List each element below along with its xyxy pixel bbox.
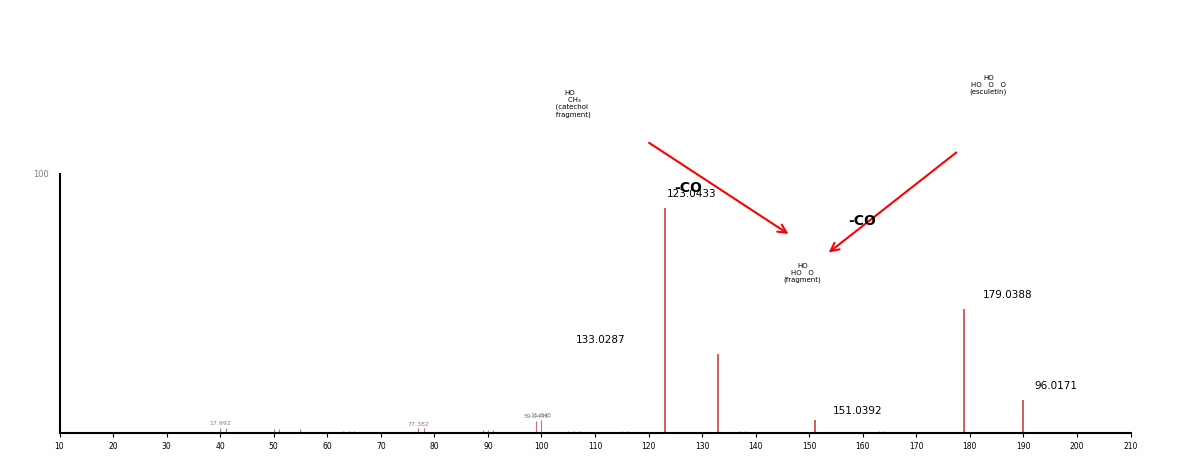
Text: 151.0392: 151.0392 bbox=[833, 406, 882, 416]
Text: 179.0388: 179.0388 bbox=[983, 291, 1032, 300]
Text: 17.992: 17.992 bbox=[209, 421, 231, 426]
Text: 100: 100 bbox=[33, 170, 49, 179]
Text: 123.0433: 123.0433 bbox=[666, 189, 716, 199]
Text: -CO: -CO bbox=[848, 214, 876, 228]
Text: -CO: -CO bbox=[675, 181, 702, 195]
Text: 133.0287: 133.0287 bbox=[576, 335, 625, 345]
Text: 77.382: 77.382 bbox=[407, 422, 430, 427]
Text: 59.0446: 59.0446 bbox=[524, 414, 549, 419]
Text: HO
    CH₃
  (catechol
   fragment): HO CH₃ (catechol fragment) bbox=[549, 89, 590, 118]
Text: HO
HO   O   O
(esculetin): HO HO O O (esculetin) bbox=[970, 74, 1007, 95]
Text: 11.845: 11.845 bbox=[531, 413, 552, 418]
Text: 96.0171: 96.0171 bbox=[1034, 381, 1077, 390]
Text: HO
HO   O
(fragment): HO HO O (fragment) bbox=[784, 263, 821, 284]
